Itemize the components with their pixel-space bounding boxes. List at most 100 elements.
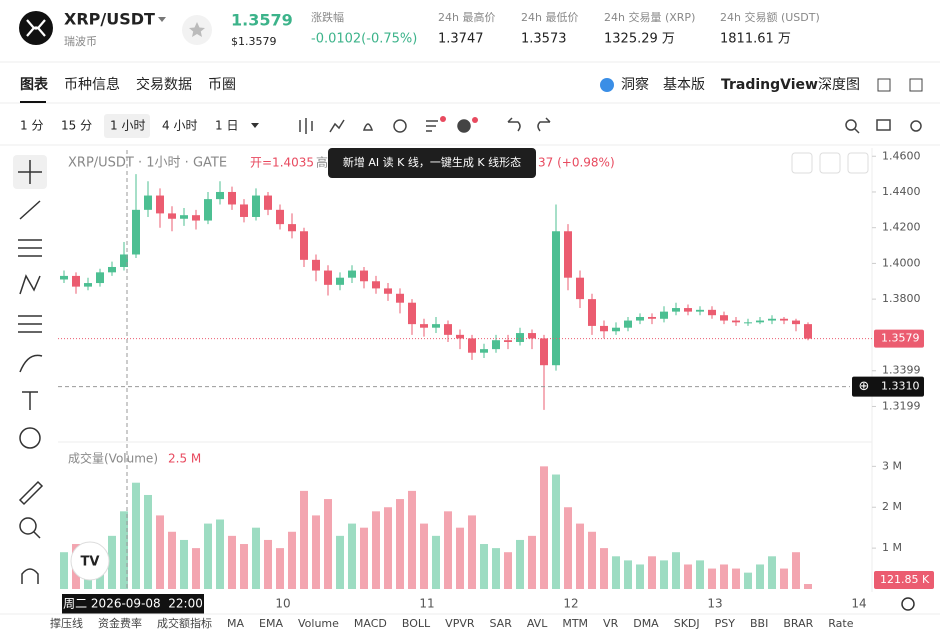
right-tab[interactable]: 基本版	[663, 76, 705, 93]
candle-body	[288, 224, 296, 232]
volume-bar	[384, 507, 392, 589]
indicator[interactable]: EMA	[259, 617, 283, 630]
candle-body	[516, 333, 524, 342]
indicator[interactable]: VPVR	[445, 617, 475, 630]
candle-body	[504, 340, 512, 342]
toolbar-icons	[299, 117, 922, 134]
volume-bar	[348, 523, 356, 589]
stat-label: 24h 最高价	[438, 10, 495, 24]
indicator[interactable]: 资金费率	[98, 616, 142, 630]
indicator[interactable]: BRAR	[783, 617, 813, 630]
candle-body	[132, 209, 140, 255]
volume-tick-label: 2 M	[882, 500, 902, 513]
interval[interactable]: 4 小时	[162, 119, 197, 133]
right-tab[interactable]: 洞察	[621, 76, 649, 93]
y-tick-label: 1.4000	[882, 256, 921, 269]
candle-body	[576, 277, 584, 300]
volume-bar	[372, 511, 380, 589]
candle-body	[348, 270, 356, 278]
right-tab[interactable]: TradingView	[721, 77, 818, 93]
indicator[interactable]: PSY	[715, 617, 736, 630]
candle-body	[684, 308, 692, 312]
candle-body	[168, 213, 176, 219]
volume-bar	[540, 466, 548, 589]
settings[interactable]	[901, 597, 915, 611]
volume-bar	[696, 560, 704, 589]
indicator[interactable]: MA	[227, 617, 244, 630]
crosshair-time-label: 周二 2026-09-08 22:00	[63, 597, 203, 611]
indicator[interactable]: Volume	[298, 617, 339, 630]
indicator[interactable]: MACD	[354, 617, 387, 630]
indicator[interactable]: BOLL	[402, 617, 431, 630]
candle-body	[96, 272, 104, 284]
indicator[interactable]: AVL	[527, 617, 548, 630]
candle-body	[144, 195, 152, 210]
volume-bar	[756, 564, 764, 589]
indicator[interactable]: BBI	[750, 617, 768, 630]
indicator[interactable]: Rate	[828, 617, 853, 630]
tab[interactable]: 币种信息	[64, 76, 120, 93]
stat-label: 24h 交易量 (XRP)	[604, 10, 695, 24]
candle-body	[432, 324, 440, 328]
indicator[interactable]: 撑压线	[50, 616, 83, 630]
tab[interactable]: 交易数据	[136, 76, 192, 93]
interval[interactable]: 1 小时	[110, 119, 145, 133]
symbol[interactable]: XRP/USDT	[64, 10, 155, 29]
volume-bar	[552, 474, 560, 589]
volume-bar	[600, 548, 608, 589]
candle-body	[84, 283, 92, 287]
indicator[interactable]: 成交额指标	[157, 616, 212, 630]
volume-bar	[636, 564, 644, 589]
expand[interactable]	[877, 78, 891, 92]
right-tab[interactable]: 深度图	[818, 77, 860, 93]
volume-bar	[684, 564, 692, 589]
candle-body	[804, 324, 812, 339]
candle-body	[60, 275, 68, 280]
candle-body	[216, 191, 224, 200]
volume-bar	[468, 515, 476, 589]
chart-buttons[interactable]	[791, 152, 869, 174]
stat-label: 涨跌幅	[311, 10, 344, 24]
candle-body	[156, 195, 164, 214]
stat-value: 1.3573	[521, 32, 567, 47]
indicator[interactable]: MTM	[562, 617, 588, 630]
change-readout: 37 (+0.98%)	[538, 156, 615, 170]
volume-last-label: 121.85 K	[880, 573, 930, 586]
candle-body	[240, 204, 248, 217]
stat-value: 1325.29 万	[604, 32, 675, 47]
volume-bar	[624, 560, 632, 589]
volume-bar	[288, 531, 296, 589]
interval[interactable]: 15 分	[61, 119, 92, 133]
dropdown[interactable]	[251, 123, 259, 128]
window[interactable]	[909, 78, 923, 92]
candle-body	[120, 254, 128, 267]
tab[interactable]: 币圈	[208, 77, 236, 93]
open-readout: 开=1.4035	[250, 156, 314, 170]
x-tick-label: 10	[275, 597, 290, 611]
interval[interactable]: 1 日	[215, 119, 238, 133]
dropdown[interactable]	[158, 17, 166, 22]
indicator[interactable]: SKDJ	[674, 617, 700, 630]
volume-bar	[228, 535, 236, 589]
indicator[interactable]: VR	[603, 617, 619, 630]
volume-bar	[132, 482, 140, 589]
candle-body	[360, 270, 368, 282]
tab[interactable]: 图表	[20, 76, 49, 93]
candle-body	[396, 293, 404, 303]
volume-bar	[192, 548, 200, 589]
indicator[interactable]: DMA	[633, 617, 659, 630]
insight-icon	[600, 78, 614, 92]
high-readout: 高	[316, 155, 328, 170]
volume-bar	[720, 564, 728, 589]
volume-readout: 2.5 M	[168, 452, 201, 466]
candle-body	[408, 302, 416, 325]
tooltip-text: 新增 AI 读 K 线，一键生成 K 线形态	[343, 155, 521, 169]
indicator[interactable]: SAR	[490, 617, 513, 630]
tv-mark: TV	[81, 555, 100, 570]
interval[interactable]: 1 分	[20, 119, 43, 133]
volume-bar	[432, 535, 440, 589]
stat-value: 1.3747	[438, 32, 484, 47]
candle-body	[276, 209, 284, 225]
stat-value: 1811.61 万	[720, 32, 791, 47]
volume-bar	[324, 499, 332, 589]
